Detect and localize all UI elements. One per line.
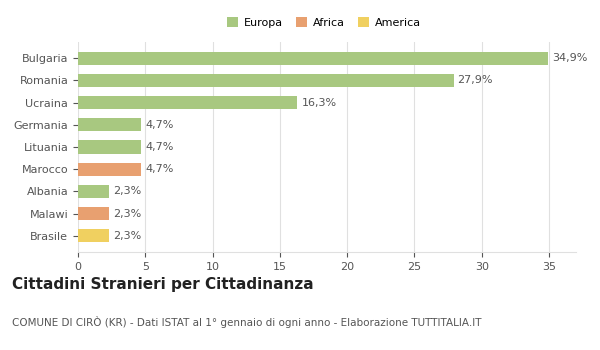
Text: 34,9%: 34,9% (552, 53, 587, 63)
Bar (78, 74, 454, 87)
Text: 2,3%: 2,3% (113, 187, 141, 196)
Legend: Europa, Africa, America: Europa, Africa, America (223, 13, 425, 32)
Bar (78, 162, 141, 176)
Bar (78, 96, 298, 109)
Text: 4,7%: 4,7% (145, 120, 173, 130)
Text: COMUNE DI CIRÒ (KR) - Dati ISTAT al 1° gennaio di ogni anno - Elaborazione TUTTI: COMUNE DI CIRÒ (KR) - Dati ISTAT al 1° g… (12, 315, 482, 328)
Text: 16,3%: 16,3% (301, 98, 337, 107)
Text: Cittadini Stranieri per Cittadinanza: Cittadini Stranieri per Cittadinanza (12, 277, 314, 292)
Text: 2,3%: 2,3% (113, 231, 141, 241)
Text: 27,9%: 27,9% (458, 75, 493, 85)
Text: 4,7%: 4,7% (145, 142, 173, 152)
Bar (78, 118, 141, 132)
Bar (78, 207, 109, 220)
Bar (78, 51, 548, 65)
Text: 4,7%: 4,7% (145, 164, 173, 174)
Bar (78, 140, 141, 154)
Bar (78, 229, 109, 243)
Bar (78, 185, 109, 198)
Text: 2,3%: 2,3% (113, 209, 141, 219)
